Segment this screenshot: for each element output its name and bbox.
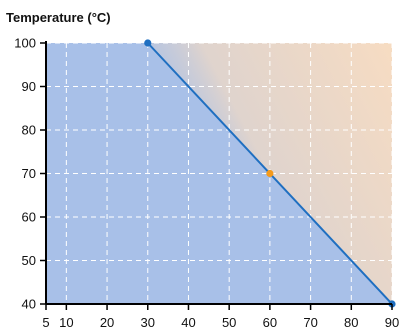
y-tick-label: 70 [22,166,36,181]
x-tick-label: 60 [263,315,277,330]
x-tick-label: 80 [344,315,358,330]
x-tick-label: 40 [181,315,195,330]
data-point [266,169,274,178]
y-tick-label: 50 [22,253,36,268]
x-tick-label: 70 [303,315,317,330]
x-tick-label: 90 [385,315,399,330]
y-tick-label: 60 [22,210,36,225]
x-tick-label: 30 [141,315,155,330]
x-tick-label: 50 [222,315,236,330]
y-tick-label: 80 [22,123,36,138]
y-axis-title: Temperature (°C) [6,10,111,25]
y-tick-label: 100 [14,36,36,51]
data-points [144,39,396,308]
y-tick-label: 40 [22,297,36,312]
x-tick-label: 10 [59,315,73,330]
y-tick-label: 90 [22,79,36,94]
data-point [144,39,152,47]
grid-lines [46,42,393,304]
x-tick-label: 5 [42,315,49,330]
x-tick-label: 20 [100,315,114,330]
tick-labels: 40 50 60 70 80 90 100 5 10 20 30 40 50 60 70 80 90 [14,36,399,331]
axes [40,41,393,310]
